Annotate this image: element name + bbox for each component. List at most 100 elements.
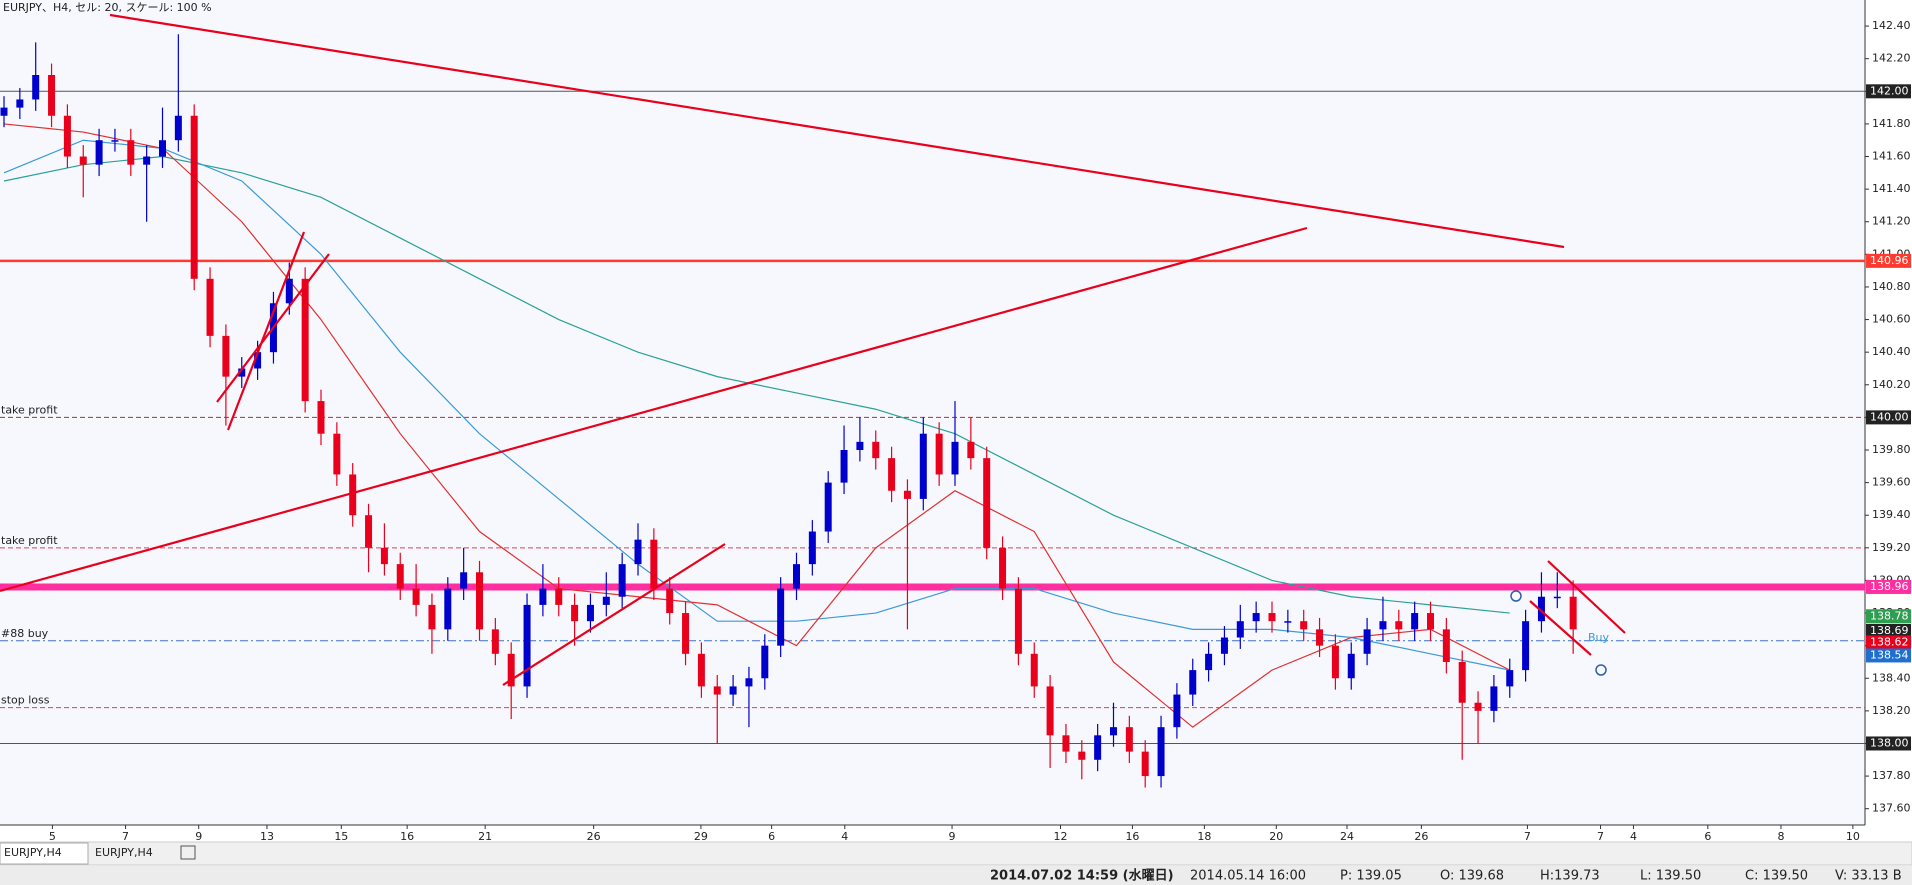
x-tick-label: 7: [1524, 830, 1531, 843]
status-bar: [0, 866, 1912, 885]
tab-bar: [0, 841, 1912, 866]
status-field: L: 139.50: [1640, 869, 1701, 884]
price-axis: 137.60137.80138.00138.20138.40138.60138.…: [1865, 19, 1911, 815]
candle-body: [1395, 621, 1403, 630]
candle-body: [1236, 621, 1244, 638]
y-tick-label: 139.80: [1872, 443, 1911, 456]
status: 2014.07.02 14:59 (水曜日) 2014.05.14 16:00 P:…: [990, 868, 1902, 884]
price-tag-label: 140.96: [1870, 254, 1909, 267]
levels: take profit take profit #88 buy stop loss: [0, 90, 1865, 744]
x-tick-label: 13: [260, 830, 274, 843]
price-tag-label: 138.78: [1870, 609, 1909, 622]
price-tag-label: 138.62: [1870, 635, 1909, 648]
tab-label[interactable]: EURJPY,H4: [95, 846, 153, 859]
candle-body: [713, 686, 721, 695]
candle-body: [1506, 670, 1514, 687]
price-tag: [1866, 623, 1911, 638]
x-tick-label: 20: [1269, 830, 1283, 843]
candle-body: [1284, 621, 1292, 623]
candle-body: [396, 564, 404, 589]
y-tick-label: 140.20: [1872, 378, 1911, 391]
candle-body: [1157, 727, 1165, 777]
status-field: H:139.73: [1540, 869, 1600, 884]
candle-body: [1442, 629, 1450, 662]
candle-body: [824, 482, 832, 532]
candle-body: [1316, 629, 1324, 646]
y-tick-label: 139.60: [1872, 476, 1911, 489]
x-tick-label: 6: [1704, 830, 1711, 843]
candle-body: [1537, 596, 1545, 622]
status-field: O: 139.68: [1440, 869, 1504, 884]
y-tick-label: 141.80: [1872, 117, 1911, 130]
candle-body: [682, 613, 690, 654]
x-tick-label: 18: [1197, 830, 1211, 843]
x-tick-label: 29: [694, 830, 708, 843]
candle-body: [1300, 621, 1308, 630]
candle-body: [983, 458, 991, 548]
price-tag-label: 138.00: [1870, 736, 1909, 749]
price-tag: [1866, 609, 1911, 624]
candle-body: [1553, 596, 1561, 599]
candle-body: [143, 156, 151, 165]
moving-average: [3, 123, 1511, 728]
candle-body: [951, 441, 959, 475]
status-field: P: 139.05: [1340, 869, 1402, 884]
candle-body: [222, 335, 230, 377]
candle-body: [856, 441, 864, 450]
candle-body: [602, 596, 610, 605]
trendline: [0, 226, 1308, 593]
candle-body: [412, 588, 420, 605]
y-tick-label: 139.20: [1872, 541, 1911, 554]
candle-body: [95, 140, 103, 165]
candle-body: [317, 401, 325, 434]
candle-body: [1220, 637, 1228, 654]
y-tick-label: 140.40: [1872, 345, 1911, 358]
trendline: [226, 231, 306, 431]
candle-body: [1205, 653, 1213, 671]
candle-body: [1331, 645, 1339, 679]
trendline: [502, 543, 726, 686]
y-tick-label: 139.40: [1872, 508, 1911, 521]
candle-body: [555, 588, 563, 605]
candle-body: [840, 450, 848, 483]
x-tick-label: 26: [1414, 830, 1428, 843]
candle-body: [903, 490, 911, 499]
candle-body: [1125, 727, 1133, 752]
candle-body: [1379, 621, 1387, 630]
candle-body: [586, 604, 594, 622]
candle-body: [999, 547, 1007, 589]
candle-body: [1522, 621, 1530, 671]
candle-body: [808, 531, 816, 565]
candle-body: [1014, 588, 1022, 654]
candle-body: [872, 441, 880, 459]
candle-body: [365, 515, 373, 548]
trendline: [109, 13, 1565, 249]
x-tick-label: 10: [1846, 830, 1860, 843]
candle-body: [888, 458, 896, 491]
icon[interactable]: [180, 845, 196, 860]
candle-body: [761, 645, 769, 679]
candle-body: [967, 441, 975, 459]
price-tag-label: 140.00: [1870, 410, 1909, 423]
candle-body: [79, 156, 87, 165]
candle-body: [919, 433, 927, 499]
candle-body: [1078, 751, 1086, 760]
candle-body: [1030, 653, 1038, 687]
candle-body: [1363, 629, 1371, 654]
moving-averages: [3, 123, 1511, 728]
candle-body: [349, 474, 357, 516]
candle-body: [174, 115, 182, 141]
candle-body: [206, 278, 214, 336]
candle-body: [1046, 686, 1054, 736]
tab-label[interactable]: EURJPY,H4: [4, 846, 62, 859]
candle-body: [159, 140, 166, 157]
price-tag: [1866, 635, 1911, 650]
candle-body: [476, 572, 483, 630]
tab[interactable]: [0, 842, 89, 865]
x-tick-label: 24: [1340, 830, 1354, 843]
candle-body: [650, 539, 658, 589]
marker: [1510, 590, 1522, 602]
x-tick-label: 5: [49, 830, 56, 843]
candle-body: [523, 604, 531, 687]
y-tick-label: 142.40: [1872, 19, 1911, 32]
